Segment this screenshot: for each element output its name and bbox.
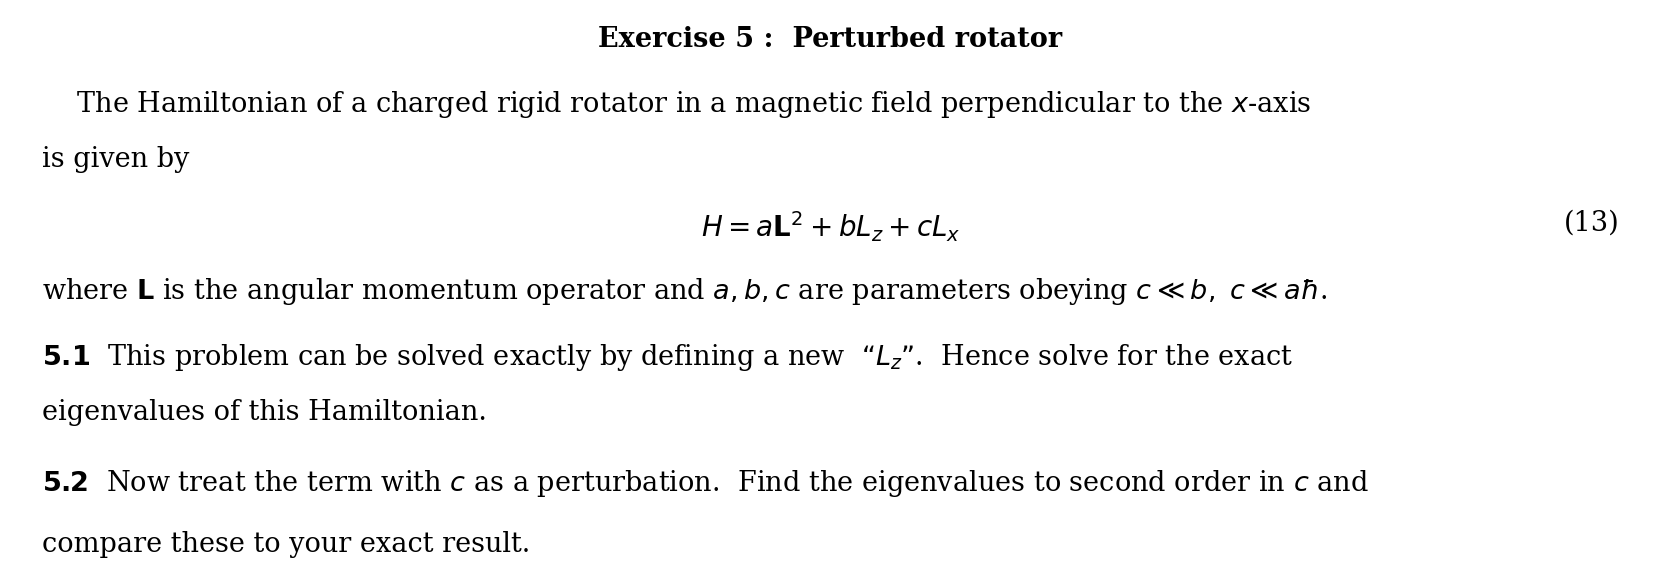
Text: $\mathbf{5.1}$  This problem can be solved exactly by defining a new  “$L_z$”.  : $\mathbf{5.1}$ This problem can be solve… bbox=[42, 342, 1292, 373]
Text: $\mathbf{5.2}$  Now treat the term with $c$ as a perturbation.  Find the eigenva: $\mathbf{5.2}$ Now treat the term with $… bbox=[42, 468, 1369, 499]
Text: is given by: is given by bbox=[42, 146, 189, 173]
Text: Exercise 5 :  Perturbed rotator: Exercise 5 : Perturbed rotator bbox=[598, 26, 1063, 53]
Text: compare these to your exact result.: compare these to your exact result. bbox=[42, 531, 530, 558]
Text: (13): (13) bbox=[1563, 210, 1619, 236]
Text: $H = a\mathbf{L}^2 + bL_z + cL_x$: $H = a\mathbf{L}^2 + bL_z + cL_x$ bbox=[701, 210, 960, 244]
Text: The Hamiltonian of a charged rigid rotator in a magnetic field perpendicular to : The Hamiltonian of a charged rigid rotat… bbox=[42, 89, 1311, 120]
Text: where $\mathbf{L}$ is the angular momentum operator and $a, b, c$ are parameters: where $\mathbf{L}$ is the angular moment… bbox=[42, 276, 1327, 307]
Text: eigenvalues of this Hamiltonian.: eigenvalues of this Hamiltonian. bbox=[42, 399, 487, 426]
